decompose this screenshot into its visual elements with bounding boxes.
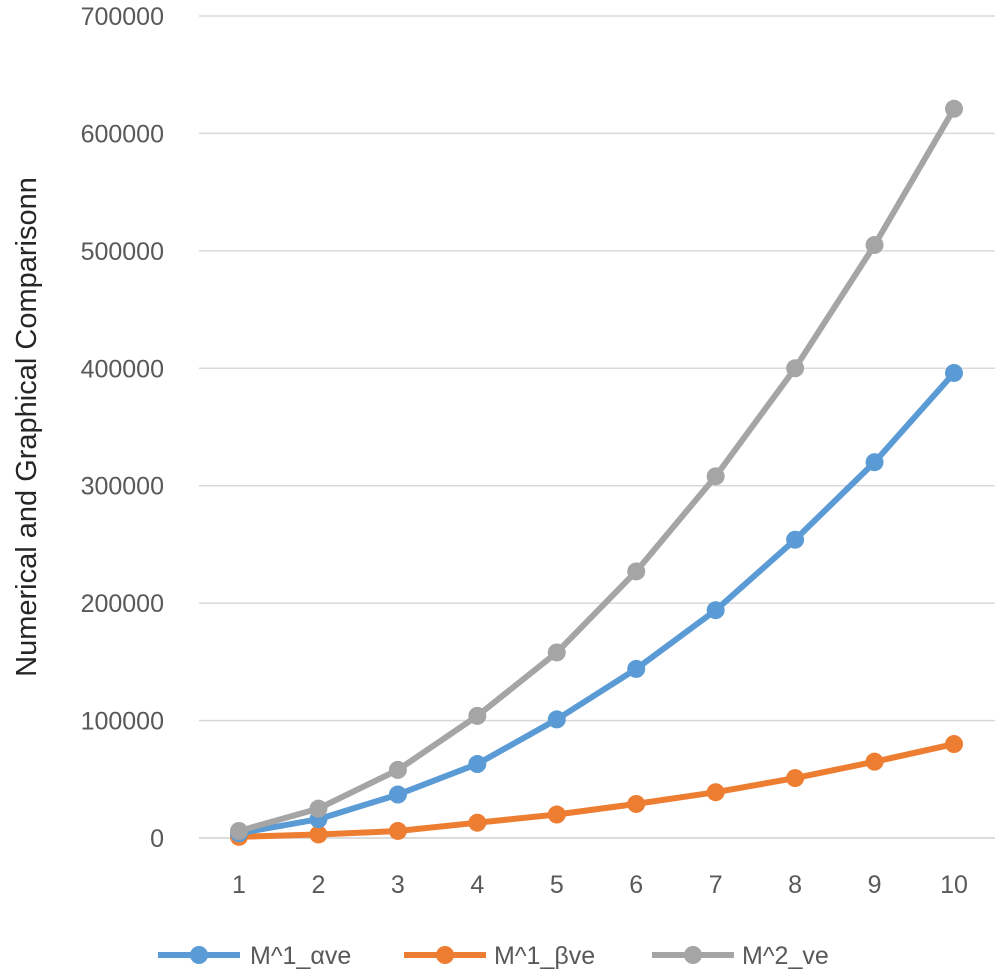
data-point	[945, 735, 963, 754]
x-axis-ticks: 1 2 3 4 5 6 7 8 9 10	[232, 871, 968, 899]
data-point	[468, 755, 487, 774]
legend: M^1_αve M^1_βve M^2_ve	[158, 942, 829, 970]
data-point	[786, 530, 805, 549]
y-tick-label: 300000	[81, 473, 164, 501]
data-point	[230, 821, 248, 840]
x-tick-label: 7	[709, 871, 723, 899]
y-axis-ticks: 0 100000 200000 300000 400000 500000 600000 700…	[81, 3, 164, 853]
data-point	[706, 467, 725, 486]
y-axis-title: Numerical and Graphical Comparisonn	[11, 177, 43, 677]
data-point	[547, 710, 566, 729]
x-tick-label: 6	[629, 871, 643, 899]
legend-entry: M^2_ve	[652, 942, 829, 970]
y-tick-label: 500000	[81, 238, 164, 266]
legend-swatch-marker	[436, 946, 454, 964]
data-point	[706, 783, 725, 802]
series-lines	[230, 99, 963, 846]
series-line	[236, 370, 957, 837]
gridlines	[199, 15, 995, 839]
data-point	[309, 799, 328, 818]
x-tick-label: 4	[470, 871, 484, 899]
x-tick-label: 3	[391, 871, 405, 899]
legend-swatch-marker	[190, 946, 208, 964]
data-point	[865, 453, 884, 472]
legend-entry: M^1_βve	[404, 942, 595, 970]
y-tick-label: 200000	[81, 590, 164, 618]
data-point	[706, 601, 725, 620]
legend-label: M^2_ve	[742, 942, 829, 970]
data-point	[388, 760, 407, 779]
data-point	[468, 813, 487, 832]
data-point	[865, 752, 884, 771]
data-point	[945, 363, 963, 382]
data-point	[309, 825, 328, 844]
series-line	[236, 105, 957, 834]
y-tick-label: 100000	[81, 708, 164, 736]
series-line	[236, 741, 957, 840]
legend-swatch-marker	[684, 946, 702, 964]
x-tick-label: 1	[232, 871, 246, 899]
x-tick-label: 9	[868, 871, 882, 899]
data-point	[547, 643, 566, 662]
y-tick-label: 400000	[81, 355, 164, 383]
data-point	[547, 805, 566, 824]
data-point	[786, 769, 805, 788]
series-2	[230, 735, 963, 846]
x-tick-label: 8	[788, 871, 802, 899]
x-tick-label: 5	[550, 871, 564, 899]
legend-label: M^1_αve	[250, 942, 351, 970]
y-tick-label: 600000	[81, 120, 164, 148]
legend-label: M^1_βve	[494, 942, 595, 970]
data-point	[627, 562, 646, 581]
data-point	[388, 785, 407, 804]
data-point	[945, 99, 963, 118]
series-3	[230, 99, 963, 840]
y-tick-label: 700000	[81, 3, 164, 31]
data-point	[468, 706, 487, 725]
data-point	[786, 359, 805, 378]
data-point	[627, 659, 646, 678]
x-tick-label: 10	[940, 871, 968, 899]
legend-entry: M^1_αve	[158, 942, 351, 970]
data-point	[865, 235, 884, 254]
x-tick-label: 2	[311, 871, 325, 899]
data-point	[388, 821, 407, 840]
y-tick-label: 0	[150, 825, 164, 853]
data-point	[627, 794, 646, 813]
